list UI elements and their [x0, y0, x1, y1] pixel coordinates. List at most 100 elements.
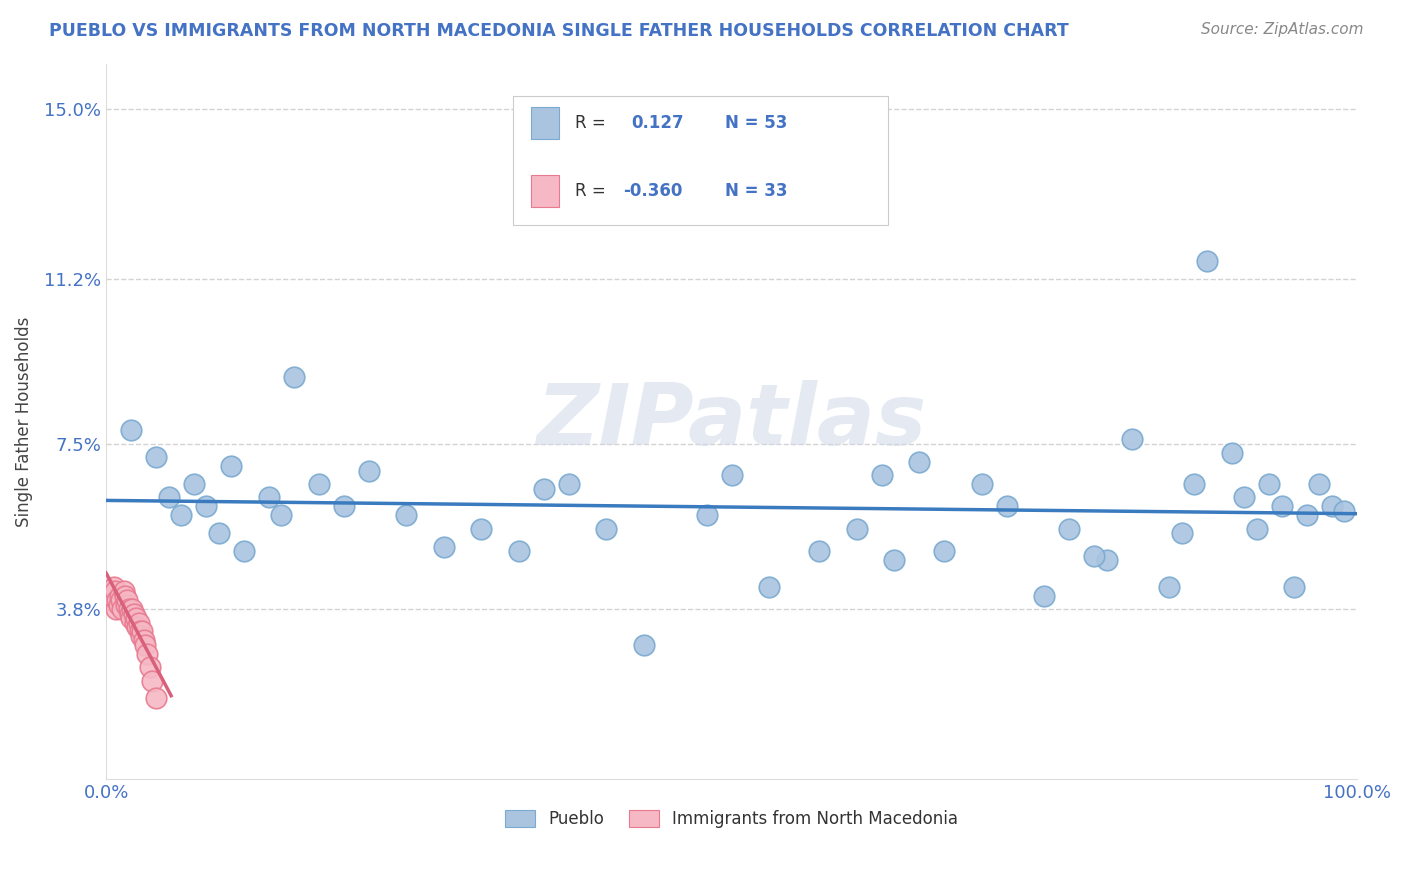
Point — [120, 611, 142, 625]
Point — [1095, 553, 1118, 567]
Point — [139, 660, 162, 674]
Point — [134, 638, 156, 652]
Point — [1171, 526, 1194, 541]
Point — [132, 633, 155, 648]
Point — [270, 508, 292, 523]
Text: Source: ZipAtlas.com: Source: ZipAtlas.com — [1201, 22, 1364, 37]
Point — [970, 477, 993, 491]
Point — [357, 464, 380, 478]
Point — [533, 482, 555, 496]
Point — [720, 468, 742, 483]
Point — [1159, 580, 1181, 594]
Point — [170, 508, 193, 523]
Point — [219, 459, 242, 474]
FancyBboxPatch shape — [513, 96, 889, 225]
Point — [257, 491, 280, 505]
FancyBboxPatch shape — [531, 107, 560, 139]
Point — [283, 369, 305, 384]
Point — [633, 638, 655, 652]
Point — [1333, 504, 1355, 518]
Point — [1182, 477, 1205, 491]
Text: R =: R = — [575, 182, 606, 200]
Point — [128, 615, 150, 630]
Point — [883, 553, 905, 567]
Point — [117, 602, 139, 616]
Text: ZIPatlas: ZIPatlas — [537, 380, 927, 463]
Point — [1258, 477, 1281, 491]
Point — [333, 500, 356, 514]
Point — [101, 589, 124, 603]
Point — [758, 580, 780, 594]
Point — [908, 455, 931, 469]
Text: -0.360: -0.360 — [623, 182, 682, 200]
Text: N = 53: N = 53 — [725, 114, 787, 132]
Text: N = 33: N = 33 — [725, 182, 787, 200]
Point — [845, 522, 868, 536]
Point — [98, 593, 121, 607]
Point — [508, 544, 530, 558]
Point — [232, 544, 254, 558]
Point — [118, 607, 141, 621]
Point — [1121, 433, 1143, 447]
Point — [208, 526, 231, 541]
Point — [110, 593, 132, 607]
Point — [395, 508, 418, 523]
Point — [195, 500, 218, 514]
Point — [1296, 508, 1319, 523]
Point — [128, 624, 150, 639]
Point — [308, 477, 330, 491]
Point — [100, 584, 122, 599]
Point — [104, 584, 127, 599]
Point — [1220, 446, 1243, 460]
Point — [129, 629, 152, 643]
Point — [111, 602, 134, 616]
Point — [183, 477, 205, 491]
Point — [124, 615, 146, 630]
Point — [1271, 500, 1294, 514]
Point — [1083, 549, 1105, 563]
Point — [117, 593, 139, 607]
Point — [1284, 580, 1306, 594]
Point — [127, 620, 149, 634]
Point — [1195, 253, 1218, 268]
Point — [141, 673, 163, 688]
Point — [107, 598, 129, 612]
Point — [1320, 500, 1343, 514]
Point — [103, 580, 125, 594]
Text: 0.127: 0.127 — [631, 114, 685, 132]
Point — [1308, 477, 1330, 491]
Text: PUEBLO VS IMMIGRANTS FROM NORTH MACEDONIA SINGLE FATHER HOUSEHOLDS CORRELATION C: PUEBLO VS IMMIGRANTS FROM NORTH MACEDONI… — [49, 22, 1069, 40]
Point — [1033, 589, 1056, 603]
Point — [1059, 522, 1081, 536]
Point — [105, 602, 128, 616]
Point — [145, 691, 167, 706]
Point — [122, 607, 145, 621]
Point — [125, 611, 148, 625]
Point — [112, 584, 135, 599]
Point — [157, 491, 180, 505]
Point — [808, 544, 831, 558]
Point — [470, 522, 492, 536]
Point — [696, 508, 718, 523]
Point — [115, 598, 138, 612]
Point — [136, 647, 159, 661]
Point — [131, 624, 153, 639]
Y-axis label: Single Father Households: Single Father Households — [15, 317, 32, 526]
Point — [870, 468, 893, 483]
FancyBboxPatch shape — [531, 175, 560, 207]
Point — [114, 589, 136, 603]
Point — [108, 589, 131, 603]
Point — [1246, 522, 1268, 536]
Point — [558, 477, 581, 491]
Point — [1233, 491, 1256, 505]
Point — [995, 500, 1018, 514]
Text: R =: R = — [575, 114, 606, 132]
Point — [934, 544, 956, 558]
Point — [433, 540, 456, 554]
Point — [145, 450, 167, 465]
Point — [120, 424, 142, 438]
Point — [121, 602, 143, 616]
Point — [595, 522, 617, 536]
Legend: Pueblo, Immigrants from North Macedonia: Pueblo, Immigrants from North Macedonia — [498, 804, 965, 835]
Point — [105, 593, 128, 607]
